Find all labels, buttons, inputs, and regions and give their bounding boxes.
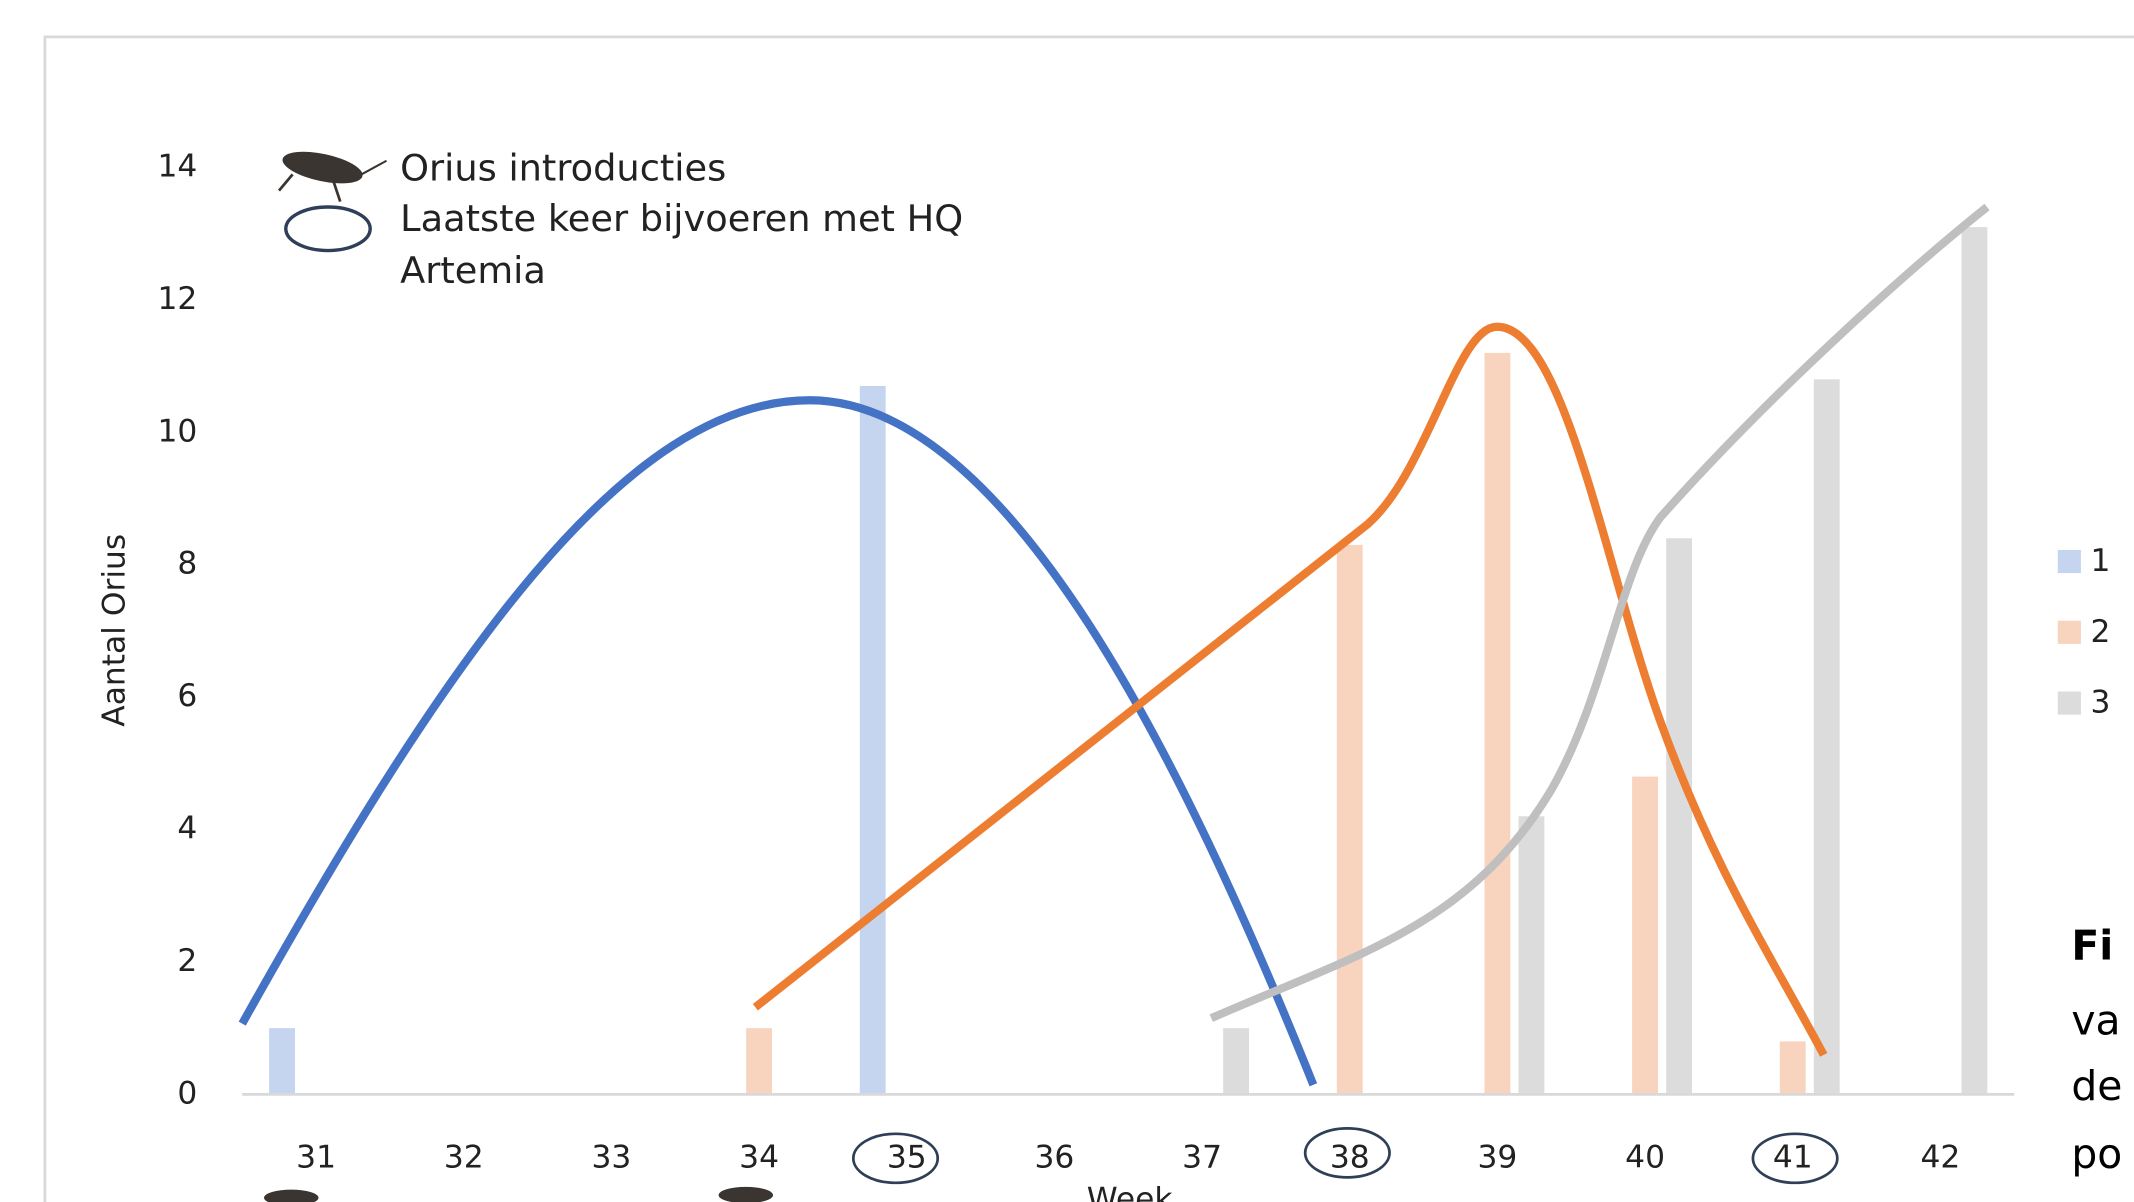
bar (1519, 816, 1545, 1094)
bar (269, 1028, 295, 1094)
legend-label: 2 (2090, 614, 2110, 650)
legend-label: 3 (2090, 685, 2110, 721)
bar (1666, 538, 1692, 1094)
y-tick-label: 10 (158, 413, 198, 449)
chart: Aantal Orius Week Orius introducties Laa… (0, 0, 2134, 1202)
bar (860, 386, 886, 1094)
trend-line (1211, 207, 1987, 1018)
caption-text: Fi (2071, 922, 2113, 970)
bar (1632, 777, 1658, 1095)
bar (1780, 1041, 1806, 1094)
x-tick-label: 42 (1920, 1139, 1960, 1175)
y-tick-label: 0 (177, 1075, 197, 1111)
bar (1484, 353, 1510, 1094)
legend-swatch (2058, 692, 2081, 715)
bug-icon (719, 1187, 773, 1202)
y-tick-label: 2 (177, 943, 197, 979)
x-tick-label: 38 (1330, 1139, 1370, 1175)
x-tick-label: 32 (444, 1139, 484, 1175)
caption-text: va (2071, 997, 2120, 1045)
x-axis-label: Week (1087, 1182, 1174, 1202)
trend-line (242, 400, 1313, 1085)
legend-label: 1 (2090, 543, 2110, 579)
bar (1223, 1028, 1249, 1094)
y-tick-label: 4 (177, 811, 197, 847)
annotation: Artemia (400, 249, 546, 292)
annotation: Orius introducties (400, 147, 726, 190)
caption-text: po (2071, 1130, 2122, 1178)
circle-icon (286, 207, 370, 251)
x-tick-label: 35 (887, 1139, 927, 1175)
bar (1961, 227, 1987, 1094)
annotation: Laatste keer bijvoeren met HQ (400, 197, 963, 240)
x-tick-label: 36 (1034, 1139, 1074, 1175)
bug-icon (279, 146, 387, 202)
legend-swatch (2058, 550, 2081, 573)
y-tick-label: 8 (177, 546, 197, 582)
x-tick-label: 39 (1477, 1139, 1517, 1175)
bar (1337, 545, 1363, 1094)
caption-text: de (2071, 1062, 2122, 1110)
bug-icon (264, 1190, 318, 1202)
x-tick-label: 41 (1773, 1139, 1813, 1175)
y-tick-label: 6 (177, 678, 197, 714)
bar (1814, 379, 1840, 1094)
x-tick-label: 33 (592, 1139, 632, 1175)
bar (746, 1028, 772, 1094)
y-tick-label: 12 (158, 281, 198, 317)
x-tick-label: 40 (1625, 1139, 1665, 1175)
legend-swatch (2058, 621, 2081, 644)
x-tick-label: 31 (296, 1139, 336, 1175)
y-axis-label: Aantal Orius (97, 534, 133, 727)
x-tick-label: 37 (1182, 1139, 1222, 1175)
x-tick-label: 34 (739, 1139, 779, 1175)
y-tick-label: 14 (158, 149, 198, 185)
